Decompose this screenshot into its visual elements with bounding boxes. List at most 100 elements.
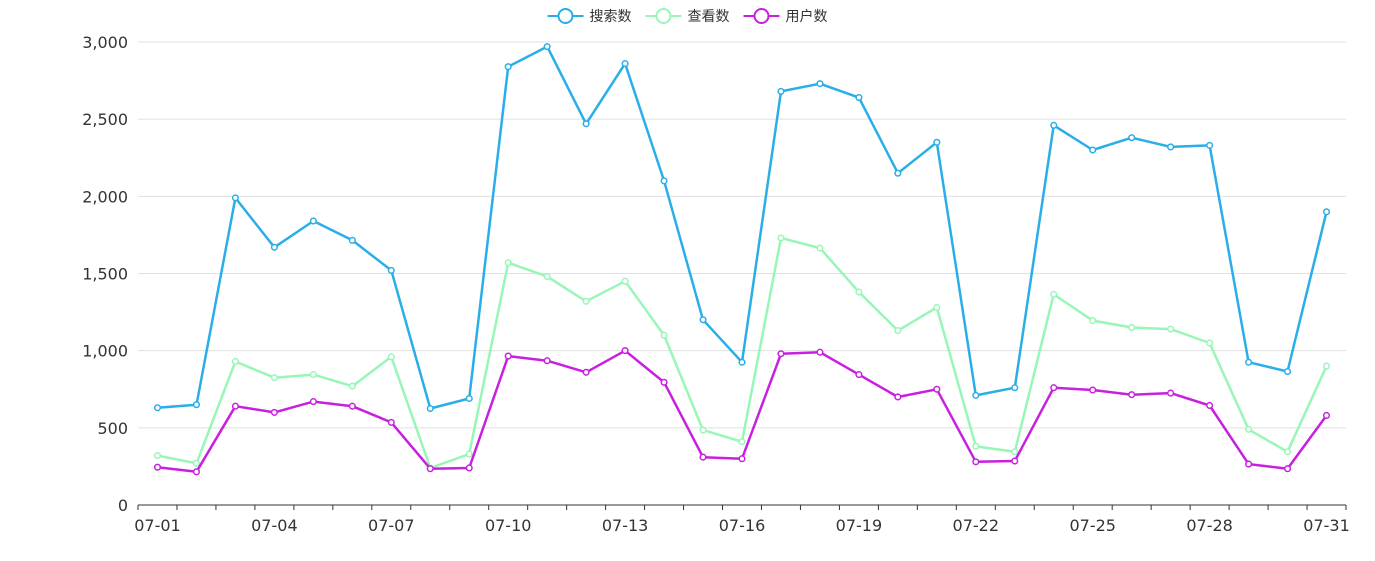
y-tick-label: 3,000: [82, 33, 128, 52]
data-point: [465, 394, 473, 403]
data-point: [816, 348, 824, 356]
data-point: [1322, 411, 1331, 420]
data-point: [387, 266, 395, 274]
data-point: [309, 217, 317, 225]
data-point: [582, 297, 590, 305]
data-point: [192, 401, 201, 409]
legend-label: 用户数: [786, 8, 828, 25]
data-point: [1050, 290, 1058, 298]
data-point: [270, 374, 278, 382]
data-point: [543, 273, 551, 281]
data-point: [153, 404, 162, 412]
legend-item[interactable]: 搜索数: [547, 8, 632, 25]
data-point: [1206, 339, 1214, 347]
y-tick-label: 2,500: [82, 110, 128, 129]
x-tick-label: 07-28: [1186, 516, 1233, 535]
data-point: [1128, 323, 1136, 332]
data-point: [1089, 317, 1097, 325]
data-point: [894, 327, 902, 335]
x-tick-label: 07-31: [1303, 516, 1350, 535]
data-point: [504, 352, 512, 360]
data-point: [1011, 384, 1019, 392]
data-point: [660, 331, 668, 339]
data-point: [1283, 367, 1292, 376]
data-point: [426, 465, 434, 473]
data-point: [933, 385, 941, 393]
x-tick-label: 07-10: [485, 516, 532, 535]
data-point: [231, 357, 239, 366]
x-tick-label: 07-22: [953, 516, 1000, 535]
data-point: [621, 60, 629, 68]
data-point: [699, 316, 707, 324]
data-point: [153, 463, 162, 471]
data-point: [1245, 425, 1253, 433]
data-point: [1011, 457, 1019, 465]
data-point: [270, 243, 278, 251]
data-point: [348, 236, 356, 244]
data-point: [1089, 146, 1097, 154]
data-point: [1050, 384, 1058, 392]
data-point: [465, 450, 473, 458]
legend-item[interactable]: 查看数: [645, 8, 730, 25]
data-point: [699, 426, 707, 434]
data-point: [855, 94, 863, 102]
y-tick-label: 2,000: [82, 187, 128, 206]
x-tick-label: 07-04: [251, 516, 298, 535]
data-point: [1283, 448, 1292, 456]
legend-circle-icon: [655, 8, 672, 24]
data-point: [192, 468, 201, 476]
data-point: [543, 43, 551, 51]
data-point: [738, 455, 746, 463]
series-lines: [153, 43, 1331, 476]
data-point: [816, 80, 824, 88]
legend-label: 搜索数: [590, 8, 632, 25]
data-point: [1167, 325, 1175, 333]
data-point: [582, 120, 590, 128]
y-tick-label: 1,000: [82, 342, 128, 361]
data-point: [504, 63, 512, 71]
data-point: [309, 371, 317, 379]
data-point: [543, 357, 551, 365]
data-point: [1167, 143, 1175, 151]
data-point: [465, 464, 473, 472]
y-tick-label: 1,500: [82, 265, 128, 284]
data-point: [504, 259, 512, 267]
x-tick-label: 07-13: [602, 516, 649, 535]
grid-lines: [138, 41, 1346, 429]
data-point: [153, 452, 162, 460]
data-point: [1245, 460, 1253, 468]
data-point: [894, 169, 902, 177]
data-point: [777, 350, 785, 358]
data-point: [192, 459, 201, 467]
axes: 0 500 1,000 1,500 2,000 2,500 3,000 07-01 07-04 0…: [82, 33, 1350, 535]
data-point: [387, 418, 395, 426]
data-point: [1283, 465, 1292, 473]
data-point: [933, 303, 941, 312]
data-point: [738, 438, 746, 446]
data-point: [1322, 362, 1331, 370]
data-point: [1245, 358, 1253, 366]
y-tick-label: 500: [97, 419, 128, 438]
data-point: [387, 353, 395, 361]
data-point: [660, 177, 668, 185]
data-point: [855, 288, 863, 296]
data-point: [426, 404, 434, 413]
data-point: [660, 378, 668, 386]
data-point: [582, 368, 590, 376]
legend-circle-icon: [557, 8, 574, 24]
data-point: [972, 458, 980, 466]
legend[interactable]: 搜索数 查看数 用户数: [547, 8, 828, 25]
data-point: [777, 87, 785, 95]
data-point: [1128, 134, 1136, 142]
data-point: [1011, 448, 1019, 456]
legend-item[interactable]: 用户数: [743, 8, 828, 25]
data-point: [309, 398, 317, 406]
x-tick-label: 07-16: [719, 516, 766, 535]
data-point: [231, 194, 239, 202]
data-point: [1050, 121, 1058, 129]
data-point: [1089, 386, 1097, 394]
data-point: [1206, 141, 1214, 149]
legend-circle-icon: [753, 8, 770, 24]
